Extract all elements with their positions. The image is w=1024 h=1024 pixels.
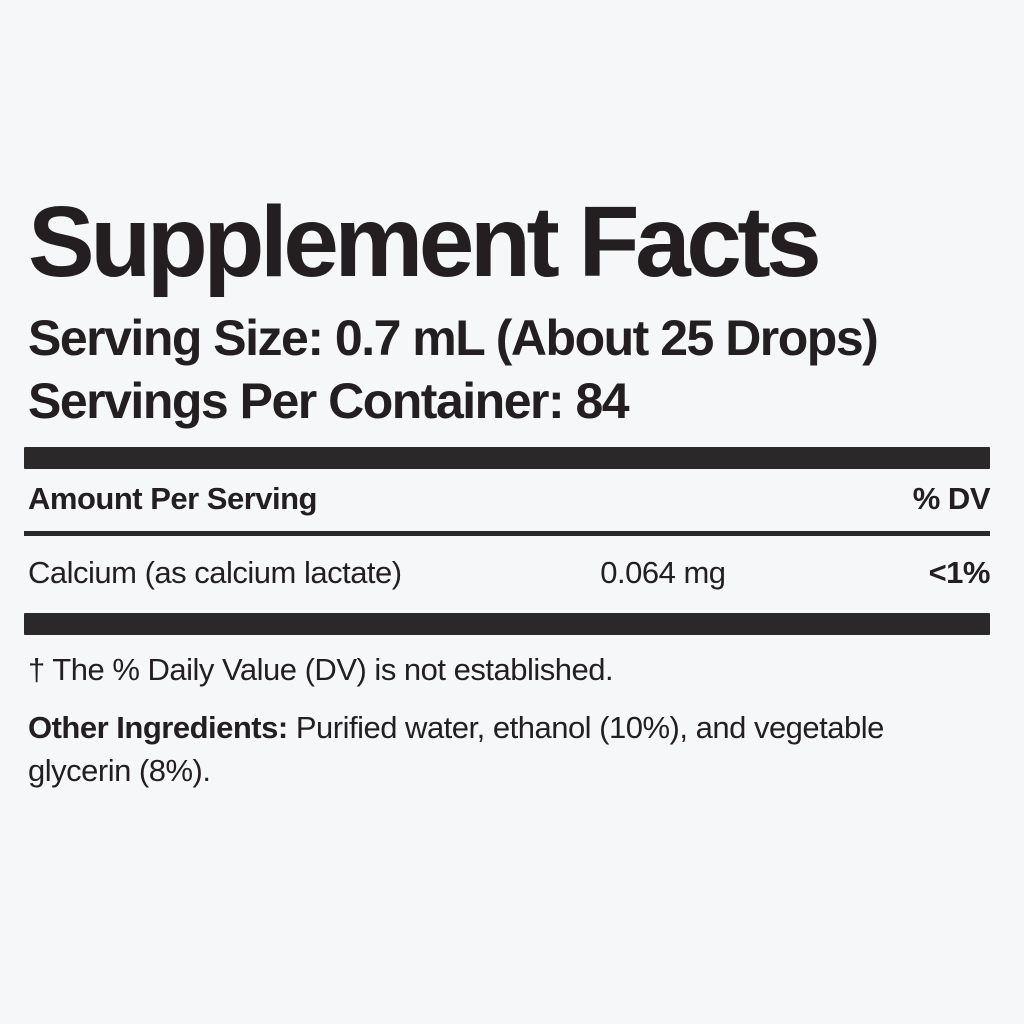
daily-value-footnote: † The % Daily Value (DV) is not establis…: [28, 652, 614, 687]
serving-info: Serving Size: 0.7 mL (About 25 Drops) Se…: [28, 307, 990, 433]
label-title: Supplement Facts: [28, 186, 822, 298]
header-divider: [24, 531, 990, 536]
separator-bar-top: [24, 447, 990, 469]
nutrient-dv: <1%: [928, 555, 991, 590]
nutrient-row-calcium: Calcium (as calcium lactate) 0.064 mg <1…: [28, 536, 991, 613]
other-ingredients-text: Purified water, ethanol (10%), and veget…: [28, 710, 884, 788]
nutrient-name: Calcium (as calcium lactate): [28, 555, 402, 590]
supplement-facts-label: Supplement Facts Serving Size: 0.7 mL (A…: [24, 186, 991, 792]
separator-bar-bottom: [24, 613, 990, 635]
serving-size-text: Serving Size: 0.7 mL (About 25 Drops): [28, 310, 879, 366]
other-ingredients-label: Other Ingredients:: [28, 710, 288, 745]
other-ingredients-paragraph: Other Ingredients: Purified water, ethan…: [28, 706, 988, 792]
facts-header-row: Amount Per Serving % DV: [28, 469, 991, 531]
percent-dv-header: % DV: [912, 481, 991, 516]
nutrient-amount: 0.064 mg: [600, 555, 726, 590]
servings-per-container-text: Servings Per Container: 84: [28, 373, 630, 429]
amount-per-serving-header: Amount Per Serving: [28, 481, 318, 516]
